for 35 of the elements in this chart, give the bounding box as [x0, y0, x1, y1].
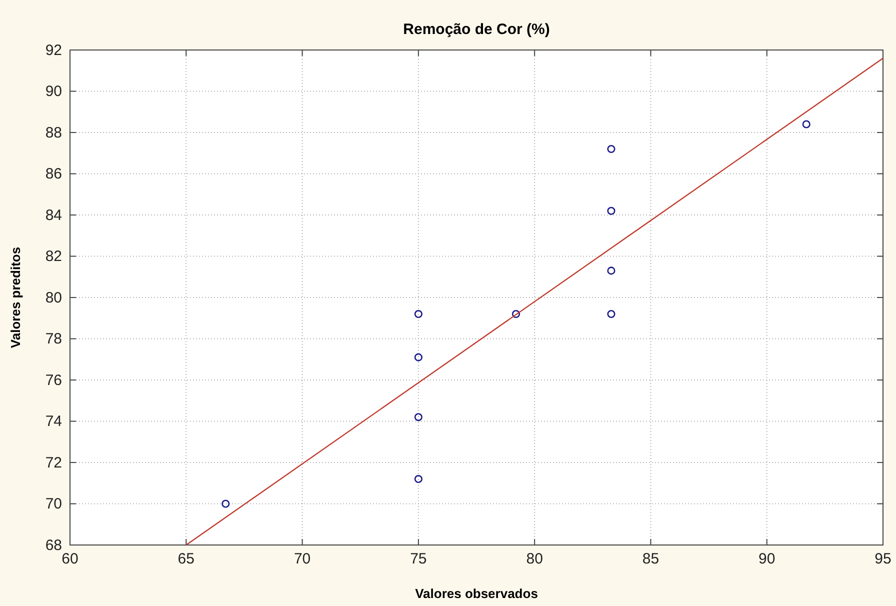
point	[414, 353, 422, 362]
x-tick-label: 60	[62, 550, 78, 568]
y-tick-label: 86	[45, 166, 62, 183]
y-tick-label: 78	[45, 330, 62, 348]
y-tick-label: 68	[45, 536, 62, 554]
y-tick-label: 72	[45, 454, 62, 472]
y-tick-label: 70	[45, 496, 62, 513]
point	[607, 266, 616, 275]
x-tick-label: 95	[874, 550, 892, 568]
point	[222, 500, 230, 508]
point	[414, 474, 422, 484]
y-axis-title: Valores preditos	[8, 246, 23, 348]
chart-title: Remoção de Cor (%)	[403, 21, 550, 38]
point	[802, 120, 810, 128]
point	[607, 144, 616, 154]
point	[607, 206, 616, 215]
y-tick-label: 82	[45, 248, 62, 266]
point	[512, 310, 520, 318]
y-tick-label: 74	[45, 413, 62, 430]
x-tick-label: 80	[526, 550, 543, 568]
y-tick-label: 90	[45, 83, 62, 100]
point	[607, 310, 616, 318]
x-tick-label: 65	[178, 550, 194, 568]
point	[414, 413, 422, 422]
y-tick-label: 76	[45, 372, 62, 389]
y-tick-label: 84	[45, 206, 62, 224]
x-tick-label: 85	[642, 550, 660, 568]
x-axis-title: Valores observados	[415, 586, 538, 601]
x-tick-label: 75	[410, 550, 427, 568]
y-tick-label: 92	[45, 42, 62, 59]
y-tick-label: 88	[45, 124, 62, 142]
y-tick-label: 80	[45, 289, 62, 306]
point	[414, 310, 422, 318]
x-tick-label: 70	[294, 550, 311, 568]
x-tick-label: 90	[758, 550, 776, 568]
